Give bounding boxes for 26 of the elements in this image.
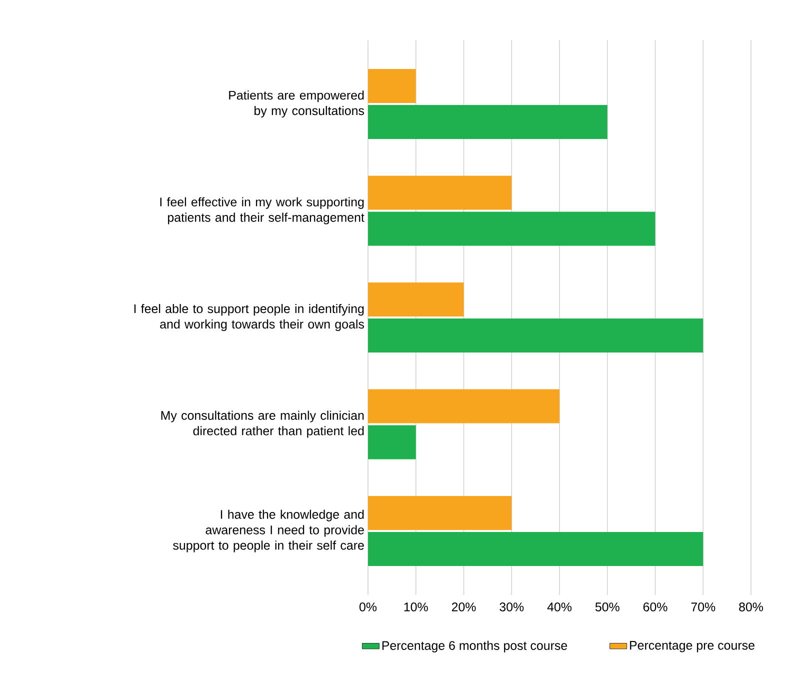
y-tick-label: I have the knowledge and awareness I need to provide support to people in their self care bbox=[173, 510, 364, 552]
bar bbox=[368, 69, 416, 104]
x-tick-label: 80% bbox=[739, 602, 764, 612]
x-tick-label: 30% bbox=[500, 602, 524, 612]
y-tick-label: I feel effective in my work supporting patients and their self-management bbox=[160, 197, 364, 224]
bar bbox=[368, 425, 416, 460]
x-tick-label: 0% bbox=[359, 602, 377, 612]
bar bbox=[368, 532, 704, 566]
bar bbox=[368, 389, 560, 424]
y-tick-label: Patients are empowered by my consultations bbox=[229, 90, 364, 118]
x-tick-label: 40% bbox=[547, 602, 572, 612]
bar bbox=[368, 496, 512, 530]
x-tick-label: 10% bbox=[404, 602, 428, 612]
x-tick-label: 50% bbox=[595, 602, 620, 612]
x-tick-label: 60% bbox=[643, 602, 668, 612]
bar bbox=[368, 282, 464, 317]
bar bbox=[368, 105, 608, 140]
y-tick-label: My consultations are mainly clinician directed rather than patient led bbox=[161, 410, 364, 438]
x-tick-label: 70% bbox=[691, 602, 716, 612]
y-tick-label: I feel able to support people in identifying and working towards their own goals bbox=[134, 304, 364, 332]
bar bbox=[368, 212, 656, 246]
x-tick-label: 20% bbox=[452, 602, 476, 612]
legend-label: Percentage pre course bbox=[630, 641, 754, 652]
bar bbox=[368, 176, 512, 210]
legend-label: Percentage 6 months post course bbox=[382, 640, 568, 652]
bar bbox=[368, 318, 704, 352]
